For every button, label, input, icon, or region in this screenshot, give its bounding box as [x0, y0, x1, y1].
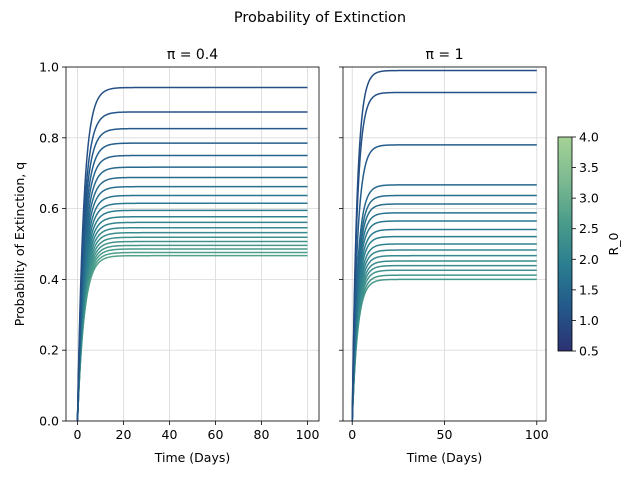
left-x-tick-label: 80 — [254, 427, 270, 442]
left-x-axis-label: Time (Days) — [154, 450, 231, 465]
colorbar-tick-label: 1.0 — [579, 313, 599, 328]
right-series-line — [351, 260, 537, 422]
colorbar-tick-label: 0.5 — [579, 344, 599, 359]
left-y-tick-label: 1.0 — [39, 60, 59, 75]
right-series-line — [351, 144, 537, 422]
right-x-tick-label: 0 — [348, 427, 356, 442]
left-series-line — [76, 226, 308, 422]
right-plot-frame — [342, 66, 547, 422]
colorbar: 0.5 1.0 1.5 2.0 2.5 3.0 3.5 4.0 R_0 — [557, 130, 621, 359]
colorbar-frame — [557, 136, 573, 352]
left-x-tick-label: 60 — [208, 427, 224, 442]
left-series-line — [76, 185, 308, 422]
right-series-line — [351, 254, 537, 422]
right-series-line — [351, 184, 537, 422]
right-series-line — [351, 264, 537, 422]
right-series-line — [351, 212, 537, 422]
left-series-line — [76, 254, 308, 422]
right-x-tick-label: 100 — [525, 427, 549, 442]
left-series-line — [76, 231, 308, 422]
left-y-axis-label: Probability of Extinction, q — [12, 162, 27, 326]
left-series-line — [76, 202, 308, 422]
left-series-line — [76, 154, 308, 422]
right-x-tick-label: 50 — [437, 427, 453, 442]
colorbar-tick-label: 3.0 — [579, 191, 599, 206]
colorbar-tick-label: 1.5 — [579, 282, 599, 297]
right-series-line — [351, 235, 537, 422]
left-x-tick-label: 100 — [296, 427, 320, 442]
colorbar-tick-label: 2.0 — [579, 252, 599, 267]
right-plot-panel: 0 50 100 π = 1 Time (Days) — [339, 47, 549, 465]
figure-title: Probability of Extinction — [234, 10, 406, 26]
right-series-line — [351, 269, 537, 422]
left-series-line — [76, 236, 308, 422]
left-x-tick-label: 0 — [74, 427, 82, 442]
left-x-tick-label: 40 — [162, 427, 178, 442]
right-series-line — [351, 278, 537, 422]
left-series-line — [76, 127, 308, 422]
left-y-tick-label: 0.4 — [39, 272, 59, 287]
left-y-tick-label: 0.2 — [39, 343, 59, 358]
left-series-line — [76, 244, 308, 422]
left-series-line — [76, 240, 308, 422]
right-series-line — [351, 228, 537, 422]
colorbar-tick-label: 4.0 — [579, 130, 599, 145]
left-series-line — [76, 111, 308, 422]
left-plot-panel: 0 20 40 60 80 100 0.0 0.2 0.4 0.6 0.8 1.0 π = 0.4 T… — [12, 47, 319, 465]
left-series-line — [76, 86, 308, 422]
left-series-line — [76, 194, 308, 422]
left-series-line — [76, 209, 308, 422]
left-series-line — [76, 142, 308, 422]
left-x-tick-label: 20 — [116, 427, 132, 442]
left-series-line — [76, 221, 308, 422]
right-series-line — [351, 220, 537, 422]
colorbar-label: R_0 — [606, 233, 621, 256]
right-series-line — [351, 69, 537, 422]
left-plot-title: π = 0.4 — [167, 47, 218, 63]
right-series-line — [351, 249, 537, 422]
left-series-line — [76, 215, 308, 422]
left-series-line — [76, 251, 308, 422]
right-x-axis-label: Time (Days) — [406, 450, 483, 465]
colorbar-gradient — [558, 137, 572, 351]
left-series-line — [76, 166, 308, 422]
left-series-line — [76, 176, 308, 422]
left-plot-frame — [65, 66, 320, 422]
right-series-line — [351, 243, 537, 422]
left-y-tick-label: 0.6 — [39, 201, 59, 216]
right-series-line — [351, 274, 537, 422]
right-plot-title: π = 1 — [426, 47, 464, 63]
left-series-line — [76, 248, 308, 422]
right-series-line — [351, 203, 537, 422]
right-series-line — [351, 194, 537, 422]
colorbar-tick-label: 3.5 — [579, 160, 599, 175]
left-y-tick-label: 0.0 — [39, 414, 59, 429]
right-series-line — [351, 91, 537, 422]
colorbar-tick-label: 2.5 — [579, 221, 599, 236]
left-y-tick-label: 0.8 — [39, 130, 59, 145]
